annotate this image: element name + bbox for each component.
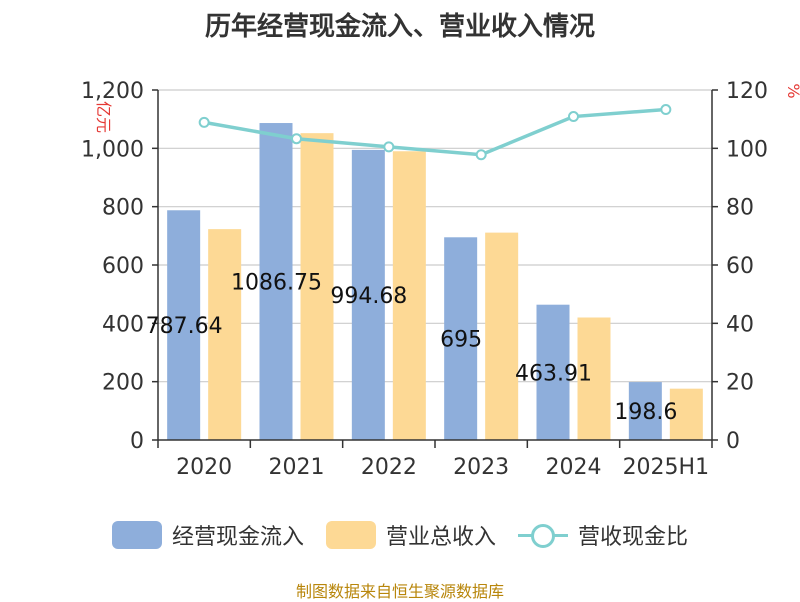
bar-cash-inflow (167, 210, 201, 440)
data-label-cash-inflow: 787.64 (146, 314, 223, 339)
y-right-tick-label: 20 (726, 371, 754, 396)
x-tick-label: 2021 (269, 455, 325, 480)
y-left-tick-label: 1,200 (81, 79, 144, 104)
y-right-tick-label: 0 (726, 429, 740, 454)
ratio-point (660, 104, 672, 116)
y-right-tick-label: 100 (726, 137, 768, 162)
y-left-tick-label: 800 (102, 196, 144, 221)
ratio-line-layer (198, 104, 672, 161)
ratio-point (383, 141, 395, 153)
y-right-tick-label: 60 (726, 254, 754, 279)
legend-swatch-cash-inflow (111, 521, 162, 549)
data-label-cash-inflow: 994.68 (330, 284, 407, 309)
legend-item-ratio[interactable]: 营收现金比 (518, 519, 688, 551)
data-label-cash-inflow: 198.6 (614, 400, 677, 425)
bar-revenue (300, 133, 334, 440)
bar-layer (167, 123, 703, 440)
y-right-tick-label: 120 (726, 79, 768, 104)
ratio-line (203, 107, 666, 157)
legend-swatch-ratio (518, 521, 568, 549)
bar-cash-inflow (351, 149, 385, 440)
legend-label-cash-inflow: 经营现金流入 (171, 525, 304, 550)
y-left-tick-label: 200 (102, 371, 144, 396)
ratio-point (475, 149, 487, 161)
bar-cash-inflow (259, 123, 293, 440)
bar-revenue (577, 317, 611, 440)
y-right-tick-label: 40 (726, 312, 754, 337)
legend-label-ratio: 营收现金比 (578, 525, 689, 550)
gridlines (158, 89, 712, 383)
legend: 经营现金流入 营业总收入 营收现金比 (0, 518, 800, 552)
y-left-tick-label: 400 (102, 312, 144, 337)
source-note: 制图数据来自恒生聚源数据库 (295, 582, 504, 601)
legend-label-revenue: 营业总收入 (385, 525, 496, 550)
axes: 0 200 400 600 800 1,000 1,200 0 20 40 60 80 100 120 亿元… (81, 79, 800, 480)
legend-swatch-revenue (325, 521, 376, 549)
y-right-tick-label: 80 (726, 196, 754, 221)
ratio-point (291, 133, 302, 145)
bar-cash-inflow (536, 304, 570, 440)
ratio-point (568, 111, 579, 123)
bar-revenue (392, 151, 426, 440)
data-labels: 787.64 1086.75 994.68 695 463.91 198.6 (146, 271, 678, 426)
bar-cash-inflow (444, 237, 478, 440)
x-tick-label: 2025H1 (623, 455, 710, 480)
data-label-cash-inflow: 1086.75 (231, 271, 322, 296)
bar-revenue (485, 232, 519, 440)
bar-cash-inflow (628, 382, 662, 440)
legend-item-cash-inflow[interactable]: 经营现金流入 (111, 519, 304, 551)
data-label-cash-inflow: 695 (440, 328, 482, 353)
chart-title: 历年经营现金流入、营业收入情况 (204, 12, 595, 42)
x-tick-label: 2024 (546, 455, 602, 480)
data-label-cash-inflow: 463.91 (515, 361, 592, 386)
x-tick-label: 2022 (361, 455, 417, 480)
x-tick-label: 2023 (453, 455, 509, 480)
y-right-unit-label: % (784, 83, 800, 98)
legend-item-revenue[interactable]: 营业总收入 (325, 519, 496, 551)
y-left-tick-label: 0 (130, 429, 144, 454)
ratio-point (198, 116, 210, 128)
y-left-tick-label: 600 (102, 254, 144, 279)
y-left-tick-label: 1,000 (81, 137, 144, 162)
bar-revenue (208, 229, 242, 440)
bar-revenue (669, 388, 703, 440)
y-left-unit-label: 亿元 (94, 101, 113, 133)
x-tick-label: 2020 (176, 455, 232, 480)
